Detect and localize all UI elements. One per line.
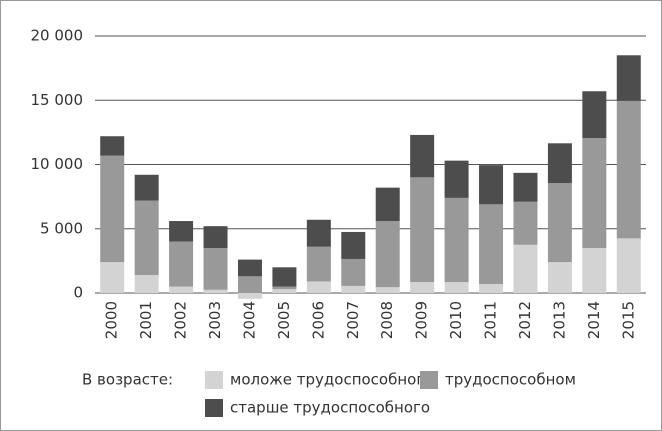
x-tick-label: 2013 (550, 301, 568, 339)
bar-segment (547, 183, 572, 263)
bar-segment (616, 55, 641, 101)
x-tick-label: 2010 (447, 301, 465, 339)
bar-segment (272, 286, 297, 290)
x-tick-label: 2004 (240, 301, 258, 339)
bar-segment (444, 160, 469, 198)
bar-segment (616, 238, 641, 293)
y-tick-label: 15 000 (31, 91, 84, 109)
bar-segment (169, 241, 194, 287)
y-tick-label: 20 000 (31, 27, 84, 45)
x-tick-label: 2000 (103, 301, 121, 339)
x-tick-label: 2011 (482, 301, 500, 339)
bar-segment (341, 231, 366, 259)
bar-segment (272, 267, 297, 287)
x-tick-label: 2008 (378, 301, 396, 339)
y-tick-label: 5 000 (40, 219, 83, 237)
x-tick-label: 2015 (619, 301, 637, 339)
bar-segment (237, 293, 262, 299)
bar-segment (375, 187, 400, 222)
bar-segment (134, 200, 159, 276)
x-tick-label: 2007 (344, 301, 362, 339)
bar-segment (479, 204, 504, 285)
bar-segment (410, 282, 435, 293)
bar-segment (341, 258, 366, 286)
bar-segment (444, 282, 469, 293)
bar-segment (306, 219, 331, 247)
x-tick-label: 2005 (275, 301, 293, 339)
bar-segment (100, 262, 125, 293)
bar-segment (547, 262, 572, 293)
x-tick-label: 2006 (309, 301, 327, 339)
bar-segment (169, 286, 194, 293)
bar-segment (100, 155, 125, 263)
bar-segment (272, 289, 297, 293)
bar-segment (582, 138, 607, 249)
bar-segment (479, 165, 504, 205)
x-tick-label: 2012 (516, 301, 534, 339)
bar-segment (375, 287, 400, 293)
y-tick-label: 10 000 (31, 155, 84, 173)
bar-segment (582, 248, 607, 293)
bar-segment (341, 285, 366, 293)
legend-title: В возрасте: (82, 371, 173, 389)
x-tick-label: 2003 (206, 301, 224, 339)
bar-segment (616, 100, 641, 239)
bar-segment (237, 259, 262, 277)
bar-segment (547, 143, 572, 184)
bar-segment (582, 91, 607, 139)
legend-label: моложе трудоспособного (230, 371, 433, 389)
bar-segment (479, 284, 504, 293)
bar-segment (203, 248, 228, 290)
bar-segment (306, 246, 331, 282)
x-tick-label: 2014 (585, 301, 603, 339)
bar-segment (134, 275, 159, 293)
x-tick-label: 2002 (172, 301, 190, 339)
bar-segment (375, 221, 400, 288)
bar-segment (134, 174, 159, 201)
legend-swatch (420, 371, 438, 389)
bar-segment (169, 221, 194, 242)
legend-label: старше трудоспособного (230, 399, 430, 417)
y-tick-label: 0 (73, 284, 83, 302)
x-tick-label: 2009 (413, 301, 431, 339)
bar-segment (203, 289, 228, 293)
legend-swatch (205, 399, 223, 417)
bar-segment (237, 276, 262, 293)
bar-segment (203, 226, 228, 249)
bar-segment (100, 136, 125, 156)
bar-segment (410, 134, 435, 178)
bar-segment (513, 201, 538, 245)
legend-swatch (205, 371, 223, 389)
x-tick-label: 2001 (137, 301, 155, 339)
bar-segment (513, 244, 538, 293)
legend-label: трудоспособном (445, 371, 576, 389)
bar-segment (306, 281, 331, 293)
bar-segment (410, 177, 435, 283)
bar-segment (513, 172, 538, 202)
bar-segment (444, 197, 469, 283)
